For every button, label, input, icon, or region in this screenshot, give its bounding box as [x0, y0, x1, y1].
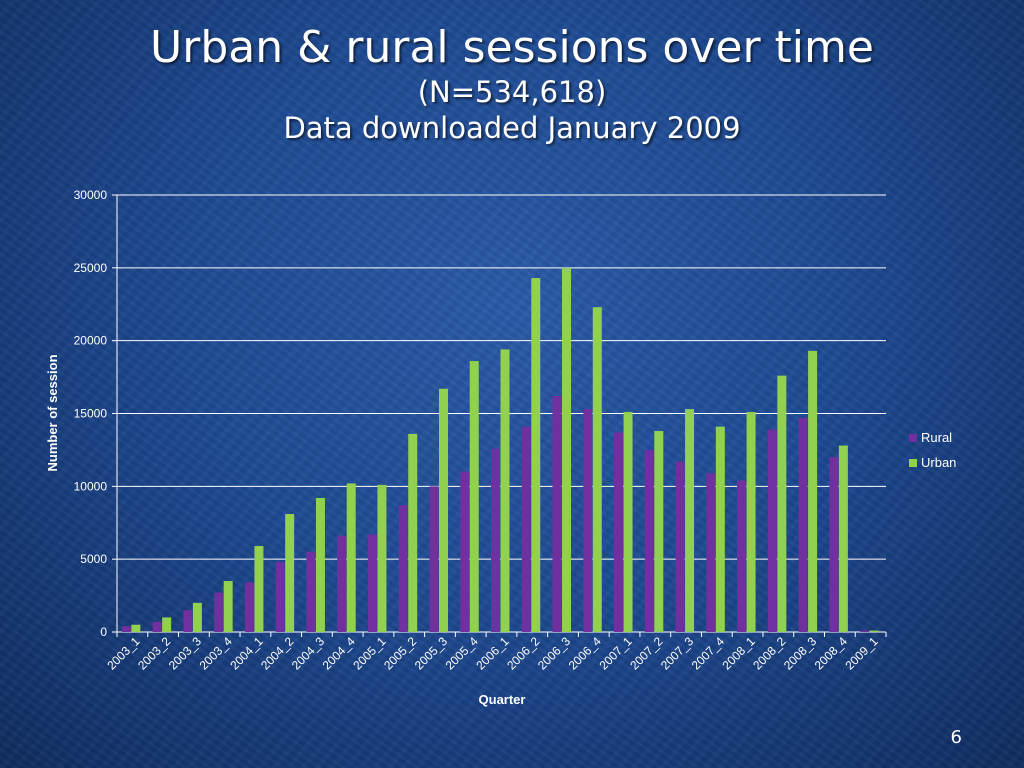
x-tick-label: 2006_4: [566, 634, 604, 672]
bar-urban: [869, 630, 879, 632]
bar-urban: [777, 375, 787, 632]
bar-urban: [654, 430, 664, 632]
x-tick-label: 2005_1: [350, 634, 388, 672]
bar-urban: [808, 350, 818, 632]
bar-urban: [685, 409, 695, 632]
bar-rural: [675, 461, 685, 632]
bar-urban: [469, 361, 479, 632]
x-tick-label: 2008_4: [812, 634, 850, 672]
bar-urban: [346, 483, 356, 632]
bar-rural: [491, 448, 500, 632]
y-tick-label: 20000: [74, 334, 108, 348]
bar-rural: [860, 630, 870, 632]
x-tick-label: 2007_2: [627, 634, 665, 672]
slide-subtitle-download-date: Data downloaded January 2009: [283, 111, 741, 145]
x-tick-label: 2003_2: [135, 634, 173, 672]
y-tick-label: 0: [100, 625, 107, 639]
bar-rural: [337, 535, 347, 632]
bar-rural: [460, 471, 470, 632]
slide-title: Urban & rural sessions over time: [150, 22, 874, 73]
x-tick-label: 2006_2: [504, 634, 542, 672]
bar-urban: [838, 445, 848, 632]
bar-urban: [377, 484, 387, 632]
x-tick-label: 2008_3: [781, 634, 819, 672]
bar-urban: [131, 624, 141, 632]
slide-subtitle-sample-size: (N=534,618): [417, 75, 607, 109]
bar-rural: [429, 486, 439, 632]
x-tick-label: 2005_4: [443, 634, 481, 672]
bar-rural: [552, 396, 562, 632]
bar-rural: [306, 551, 316, 632]
bar-urban: [223, 581, 233, 632]
bar-rural: [398, 505, 408, 632]
bar-rural: [275, 562, 285, 632]
bar-rural: [706, 473, 716, 632]
bar-urban: [192, 602, 202, 632]
y-tick-label: 10000: [74, 479, 108, 493]
x-axis-title: Quarter: [479, 692, 526, 707]
bar-urban: [562, 267, 572, 632]
x-tick-label: 2003_1: [104, 634, 142, 672]
legend-swatch-urban: [909, 459, 917, 467]
x-tick-label: 2004_2: [258, 634, 296, 672]
bar-rural: [737, 480, 747, 632]
y-tick-label: 30000: [74, 188, 108, 202]
x-tick-label: 2004_4: [320, 634, 358, 672]
legend-label-urban: Urban: [921, 455, 956, 470]
bar-rural: [798, 417, 808, 632]
x-tick-label: 2003_4: [197, 634, 235, 672]
bar-urban: [254, 546, 264, 632]
x-tick-label: 2004_1: [227, 634, 265, 672]
x-tick-label: 2006_1: [473, 634, 511, 672]
x-tick-label: 2007_4: [689, 634, 727, 672]
bar-urban: [315, 497, 325, 632]
bar-rural: [121, 626, 131, 632]
bar-rural: [244, 582, 254, 632]
x-tick-label: 2007_3: [658, 634, 696, 672]
bar-rural: [829, 457, 839, 632]
x-tick-label: 2009_1: [843, 634, 881, 672]
bar-urban: [162, 617, 172, 632]
bar-urban: [408, 433, 418, 632]
bar-rural: [583, 409, 593, 632]
x-tick-label: 2006_3: [535, 634, 573, 672]
x-tick-label: 2007_1: [596, 634, 634, 672]
y-tick-label: 15000: [74, 407, 108, 421]
bar-rural: [521, 426, 531, 632]
x-tick-label: 2005_2: [381, 634, 419, 672]
x-tick-label: 2004_3: [289, 634, 327, 672]
bar-urban: [438, 388, 448, 632]
y-tick-label: 5000: [80, 552, 107, 566]
legend-label-rural: Rural: [921, 430, 952, 445]
title-block: Urban & rural sessions over time (N=534,…: [0, 22, 1024, 146]
bar-rural: [767, 429, 777, 632]
bar-rural: [152, 621, 162, 632]
bar-urban: [285, 514, 295, 632]
bar-urban: [715, 426, 725, 632]
bar-rural: [183, 610, 193, 632]
x-tick-label: 2008_2: [750, 634, 788, 672]
bar-urban: [531, 278, 541, 632]
x-tick-label: 2003_3: [166, 634, 204, 672]
bar-urban: [592, 307, 602, 632]
bar-urban: [746, 412, 756, 632]
y-tick-label: 25000: [74, 261, 108, 275]
legend-swatch-rural: [909, 434, 917, 442]
bar-rural: [614, 432, 624, 632]
bar-rural: [214, 592, 224, 632]
bar-urban: [623, 412, 633, 632]
x-tick-label: 2005_3: [412, 634, 450, 672]
y-axis-title: Number of session: [45, 354, 60, 471]
bar-rural: [367, 534, 377, 632]
bar-rural: [644, 449, 654, 632]
x-tick-label: 2008_1: [719, 634, 757, 672]
bar-urban: [500, 349, 510, 632]
slide-number: 6: [950, 727, 962, 748]
